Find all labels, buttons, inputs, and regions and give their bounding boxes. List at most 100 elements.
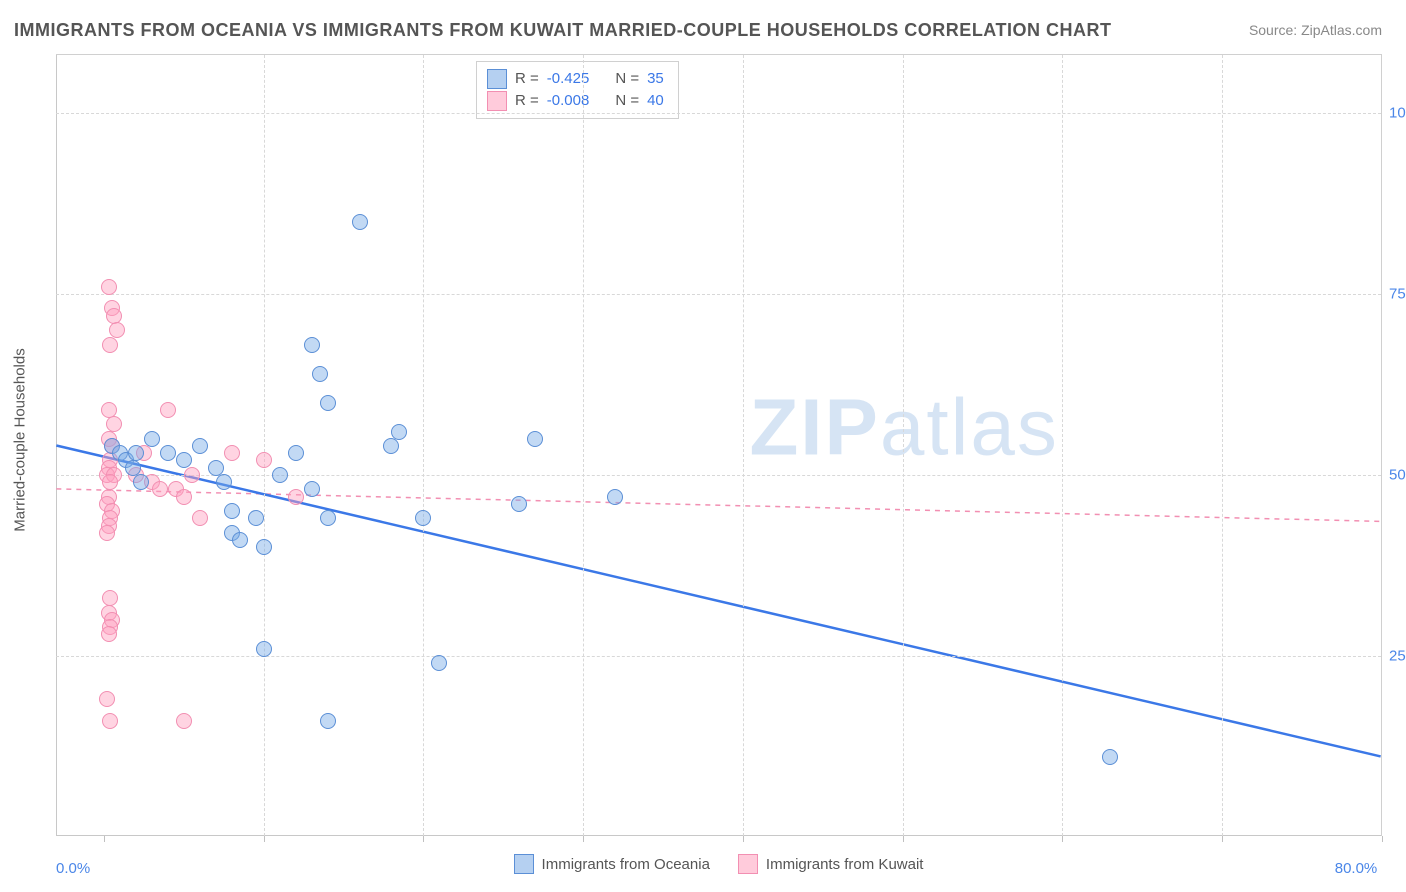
- x-tick-min: 0.0%: [56, 860, 90, 877]
- data-point: [133, 474, 149, 490]
- chart-title: IMMIGRANTS FROM OCEANIA VS IMMIGRANTS FR…: [14, 20, 1111, 41]
- gridline-v: [423, 55, 424, 836]
- gridline-v: [743, 55, 744, 836]
- watermark-bold: ZIP: [749, 382, 879, 471]
- series-legend: Immigrants from Oceania Immigrants from …: [56, 854, 1381, 874]
- data-point: [248, 510, 264, 526]
- y-tick-label: 25.0%: [1389, 647, 1406, 664]
- data-point: [320, 713, 336, 729]
- x-axis-line: [56, 835, 1381, 836]
- data-point: [101, 626, 117, 642]
- data-point: [102, 590, 118, 606]
- series-label: Immigrants from Oceania: [542, 856, 710, 873]
- gridline-h: [56, 294, 1381, 295]
- data-point: [176, 452, 192, 468]
- data-point: [232, 532, 248, 548]
- y-tick-label: 100.0%: [1389, 104, 1406, 121]
- data-point: [106, 416, 122, 432]
- source-label: Source:: [1249, 22, 1297, 38]
- data-point: [288, 445, 304, 461]
- swatch-pink-icon: [738, 854, 758, 874]
- swatch-pink-icon: [487, 91, 507, 111]
- trend-line: [56, 446, 1380, 757]
- data-point: [1102, 749, 1118, 765]
- gridline-v: [583, 55, 584, 836]
- legend-item-kuwait: Immigrants from Kuwait: [738, 854, 924, 874]
- data-point: [106, 308, 122, 324]
- x-tick-mark: [1222, 836, 1223, 842]
- data-point: [216, 474, 232, 490]
- data-point: [304, 337, 320, 353]
- data-point: [415, 510, 431, 526]
- legend-row-oceania: R = -0.425 N = 35: [487, 68, 664, 90]
- watermark: ZIPatlas: [749, 381, 1058, 473]
- gridline-v: [264, 55, 265, 836]
- correlation-legend: R = -0.425 N = 35 R = -0.008 N = 40: [476, 61, 679, 119]
- data-point: [272, 467, 288, 483]
- series-label: Immigrants from Kuwait: [766, 856, 924, 873]
- n-label: N =: [615, 68, 639, 90]
- data-point: [256, 641, 272, 657]
- y-tick-label: 75.0%: [1389, 285, 1406, 302]
- data-point: [383, 438, 399, 454]
- data-point: [144, 431, 160, 447]
- data-point: [391, 424, 407, 440]
- x-tick-max: 80.0%: [1335, 860, 1378, 877]
- data-point: [102, 713, 118, 729]
- data-point: [102, 474, 118, 490]
- data-point: [101, 279, 117, 295]
- gridline-h: [56, 475, 1381, 476]
- n-value: 40: [647, 90, 664, 112]
- data-point: [527, 431, 543, 447]
- data-point: [128, 445, 144, 461]
- data-point: [176, 713, 192, 729]
- gridline-v: [1222, 55, 1223, 836]
- data-point: [352, 214, 368, 230]
- x-tick-mark: [423, 836, 424, 842]
- legend-row-kuwait: R = -0.008 N = 40: [487, 90, 664, 112]
- data-point: [224, 445, 240, 461]
- swatch-blue-icon: [514, 854, 534, 874]
- x-tick-mark: [264, 836, 265, 842]
- data-point: [176, 489, 192, 505]
- r-label: R =: [515, 90, 539, 112]
- legend-item-oceania: Immigrants from Oceania: [514, 854, 710, 874]
- data-point: [511, 496, 527, 512]
- data-point: [431, 655, 447, 671]
- data-point: [224, 503, 240, 519]
- x-tick-mark: [104, 836, 105, 842]
- x-tick-mark: [743, 836, 744, 842]
- data-point: [192, 438, 208, 454]
- n-value: 35: [647, 68, 664, 90]
- data-point: [256, 452, 272, 468]
- x-tick-mark: [583, 836, 584, 842]
- source-link[interactable]: ZipAtlas.com: [1301, 22, 1382, 38]
- data-point: [99, 691, 115, 707]
- gridline-v: [1062, 55, 1063, 836]
- y-axis-line: [56, 55, 57, 836]
- y-axis-label: Married-couple Households: [12, 348, 29, 531]
- scatter-plot: R = -0.425 N = 35 R = -0.008 N = 40 ZIPa…: [56, 54, 1382, 836]
- x-tick-mark: [903, 836, 904, 842]
- data-point: [160, 445, 176, 461]
- x-tick-mark: [1062, 836, 1063, 842]
- trend-lines: [56, 55, 1381, 836]
- data-point: [102, 337, 118, 353]
- swatch-blue-icon: [487, 69, 507, 89]
- source-attribution: Source: ZipAtlas.com: [1249, 22, 1382, 38]
- r-label: R =: [515, 68, 539, 90]
- data-point: [99, 525, 115, 541]
- data-point: [320, 395, 336, 411]
- y-tick-label: 50.0%: [1389, 466, 1406, 483]
- data-point: [304, 481, 320, 497]
- watermark-rest: atlas: [880, 382, 1059, 471]
- gridline-h: [56, 656, 1381, 657]
- data-point: [109, 322, 125, 338]
- data-point: [607, 489, 623, 505]
- data-point: [160, 402, 176, 418]
- data-point: [256, 539, 272, 555]
- gridline-v: [903, 55, 904, 836]
- data-point: [312, 366, 328, 382]
- x-tick-mark: [1382, 836, 1383, 842]
- gridline-h: [56, 113, 1381, 114]
